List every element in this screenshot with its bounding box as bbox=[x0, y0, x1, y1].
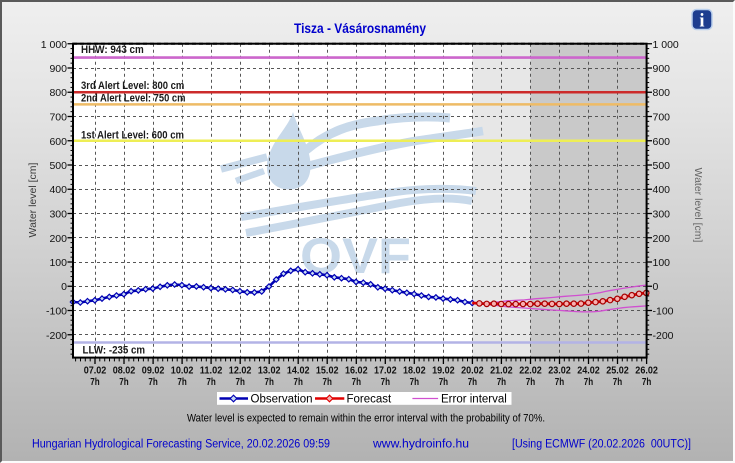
svg-text:i: i bbox=[699, 12, 704, 32]
svg-text:24.02: 24.02 bbox=[577, 365, 600, 377]
svg-text:12.02: 12.02 bbox=[229, 365, 252, 377]
svg-text:100: 100 bbox=[49, 257, 67, 269]
svg-text:900: 900 bbox=[49, 63, 67, 75]
svg-text:1 000: 1 000 bbox=[41, 39, 67, 51]
svg-text:21.02: 21.02 bbox=[490, 365, 513, 377]
svg-text:10.02: 10.02 bbox=[171, 365, 194, 377]
svg-text:7h: 7h bbox=[236, 376, 245, 388]
svg-text:200: 200 bbox=[653, 233, 671, 245]
svg-text:7h: 7h bbox=[613, 376, 622, 388]
svg-text:600: 600 bbox=[49, 136, 67, 148]
svg-text:18.02: 18.02 bbox=[403, 365, 426, 377]
svg-text:25.02: 25.02 bbox=[606, 365, 629, 377]
svg-text:800: 800 bbox=[49, 87, 67, 99]
svg-text:1 000: 1 000 bbox=[653, 39, 679, 51]
svg-text:Hungarian Hydrological Forecas: Hungarian Hydrological Forecasting Servi… bbox=[32, 439, 330, 451]
svg-text:900: 900 bbox=[653, 63, 671, 75]
svg-text:13.02: 13.02 bbox=[258, 365, 281, 377]
svg-text:Water level is expected to rem: Water level is expected to remain within… bbox=[187, 413, 545, 425]
svg-text:www.hydroinfo.hu: www.hydroinfo.hu bbox=[372, 439, 469, 451]
svg-text:7h: 7h bbox=[323, 376, 332, 388]
svg-text:400: 400 bbox=[653, 184, 671, 196]
svg-text:16.02: 16.02 bbox=[345, 365, 368, 377]
svg-text:0: 0 bbox=[653, 281, 659, 293]
svg-text:7h: 7h bbox=[206, 376, 215, 388]
svg-text:-100: -100 bbox=[46, 306, 67, 318]
svg-text:3rd Alert Level: 800 cm: 3rd Alert Level: 800 cm bbox=[81, 80, 184, 92]
svg-text:-200: -200 bbox=[653, 330, 674, 342]
svg-text:HHW: 943 cm: HHW: 943 cm bbox=[81, 44, 144, 56]
svg-text:Water level [cm]: Water level [cm] bbox=[692, 168, 704, 243]
svg-text:7h: 7h bbox=[555, 376, 564, 388]
svg-text:800: 800 bbox=[653, 87, 671, 99]
svg-text:Error interval: Error interval bbox=[441, 394, 507, 406]
svg-text:7h: 7h bbox=[468, 376, 477, 388]
svg-text:600: 600 bbox=[653, 136, 671, 148]
svg-text:7h: 7h bbox=[526, 376, 535, 388]
svg-text:LLW: -235 cm: LLW: -235 cm bbox=[83, 345, 146, 357]
svg-text:7h: 7h bbox=[265, 376, 274, 388]
svg-text:-200: -200 bbox=[46, 330, 67, 342]
svg-text:7h: 7h bbox=[584, 376, 593, 388]
svg-text:11.02: 11.02 bbox=[200, 365, 223, 377]
svg-text:0: 0 bbox=[61, 281, 67, 293]
svg-text:300: 300 bbox=[49, 209, 67, 221]
svg-text:15.02: 15.02 bbox=[316, 365, 339, 377]
svg-text:100: 100 bbox=[653, 257, 671, 269]
svg-text:500: 500 bbox=[653, 160, 671, 172]
svg-text:7h: 7h bbox=[642, 376, 651, 388]
svg-text:09.02: 09.02 bbox=[142, 365, 165, 377]
svg-text:700: 700 bbox=[49, 112, 67, 124]
svg-text:1st Alert Level: 600 cm: 1st Alert Level: 600 cm bbox=[81, 130, 184, 142]
svg-text:[Using ECMWF (20.02.2026 00UT: [Using ECMWF (20.02.2026 00UTC)] bbox=[512, 439, 691, 451]
svg-text:Water level [cm]: Water level [cm] bbox=[27, 162, 39, 237]
svg-text:17.02: 17.02 bbox=[374, 365, 397, 377]
svg-text:Forecast: Forecast bbox=[347, 394, 393, 406]
svg-text:700: 700 bbox=[653, 112, 671, 124]
svg-text:26.02: 26.02 bbox=[635, 365, 658, 377]
svg-text:7h: 7h bbox=[439, 376, 448, 388]
svg-text:Tisza - Vásárosnamény: Tisza - Vásárosnamény bbox=[294, 21, 426, 36]
svg-text:7h: 7h bbox=[381, 376, 390, 388]
svg-text:08.02: 08.02 bbox=[113, 365, 136, 377]
svg-text:07.02: 07.02 bbox=[84, 365, 107, 377]
svg-text:Observation: Observation bbox=[251, 394, 313, 406]
svg-text:-100: -100 bbox=[653, 306, 674, 318]
svg-text:22.02: 22.02 bbox=[519, 365, 542, 377]
svg-text:7h: 7h bbox=[410, 376, 419, 388]
svg-text:7h: 7h bbox=[119, 376, 128, 388]
svg-text:500: 500 bbox=[49, 160, 67, 172]
svg-text:20.02: 20.02 bbox=[461, 365, 484, 377]
svg-text:300: 300 bbox=[653, 209, 671, 221]
svg-text:7h: 7h bbox=[352, 376, 361, 388]
svg-text:2nd Alert Level: 750 cm: 2nd Alert Level: 750 cm bbox=[81, 93, 186, 105]
svg-text:14.02: 14.02 bbox=[287, 365, 310, 377]
svg-text:400: 400 bbox=[49, 184, 67, 196]
svg-text:200: 200 bbox=[49, 233, 67, 245]
svg-text:7h: 7h bbox=[294, 376, 303, 388]
svg-text:7h: 7h bbox=[177, 376, 186, 388]
svg-text:19.02: 19.02 bbox=[432, 365, 455, 377]
svg-text:7h: 7h bbox=[148, 376, 157, 388]
svg-text:23.02: 23.02 bbox=[548, 365, 571, 377]
svg-text:7h: 7h bbox=[497, 376, 506, 388]
svg-text:OVF: OVF bbox=[300, 228, 411, 284]
svg-text:7h: 7h bbox=[90, 376, 99, 388]
